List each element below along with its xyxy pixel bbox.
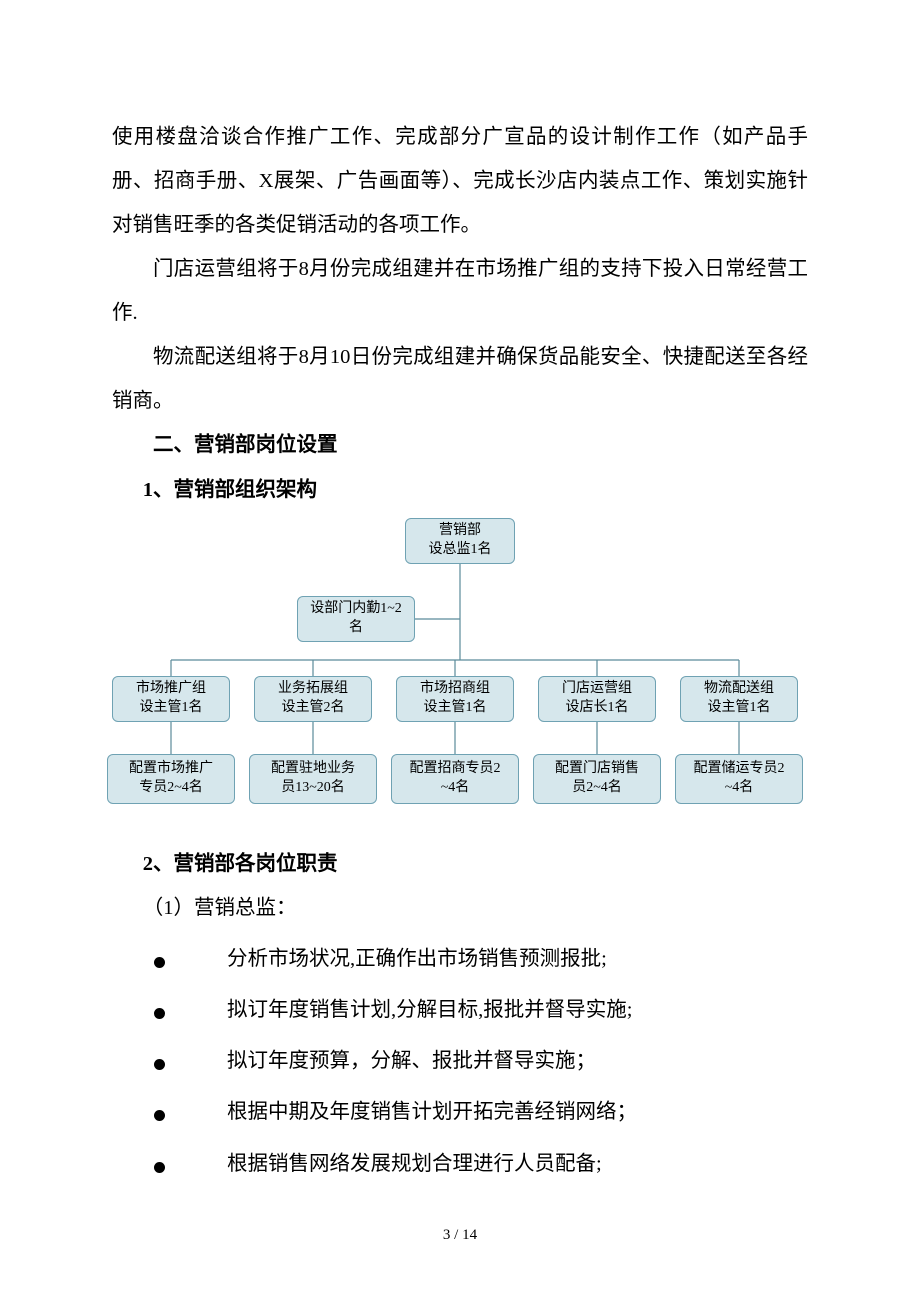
org-node-group-staff: 配置门店销售员2~4名 [533,754,661,804]
bullet-text: 拟订年度预算，分解、报批并督导实施； [227,1036,596,1087]
subsection-2: 2、营销部各岗位职责 [112,842,808,886]
org-chart: 营销部设总监1名设部门内勤1~2名市场推广组设主管1名配置市场推广专员2~4名业… [112,518,808,838]
bullet-text: 根据销售网络发展规划合理进行人员配备; [227,1139,602,1190]
bullet-icon [154,1110,165,1121]
org-node-group-head: 市场推广组设主管1名 [112,676,230,722]
org-node-group-head: 门店运营组设店长1名 [538,676,656,722]
org-node-group-head: 市场招商组设主管1名 [396,676,514,722]
bullet-icon [154,1008,165,1019]
org-node-group-staff: 配置招商专员2~4名 [391,754,519,804]
bullet-item: 拟订年度销售计划,分解目标,报批并督导实施; [112,985,808,1036]
org-node-director: 营销部设总监1名 [405,518,515,564]
bullet-text: 分析市场状况,正确作出市场销售预测报批; [227,934,607,985]
org-node-group-staff: 配置市场推广专员2~4名 [107,754,235,804]
bullet-item: 分析市场状况,正确作出市场销售预测报批; [112,934,808,985]
bullet-text: 根据中期及年度销售计划开拓完善经销网络； [227,1087,637,1138]
bullet-icon [154,1059,165,1070]
bullet-icon [154,957,165,968]
bullet-item: 拟订年度预算，分解、报批并督导实施； [112,1036,808,1087]
org-node-clerk: 设部门内勤1~2名 [297,596,415,642]
org-node-group-head: 物流配送组设主管1名 [680,676,798,722]
page-footer: 3 / 14 [0,1227,920,1244]
org-node-group-head: 业务拓展组设主管2名 [254,676,372,722]
paragraph-3: 物流配送组将于8月10日份完成组建并确保货品能安全、快捷配送至各经销商。 [112,335,808,423]
section-heading: 二、营销部岗位设置 [153,423,808,467]
org-node-group-staff: 配置储运专员2~4名 [675,754,803,804]
subsection-1: 1、营销部组织架构 [112,468,808,512]
bullet-item: 根据中期及年度销售计划开拓完善经销网络； [112,1087,808,1138]
role-title: （1）营销总监： [112,886,808,930]
bullet-icon [154,1162,165,1173]
bullet-text: 拟订年度销售计划,分解目标,报批并督导实施; [227,985,632,1036]
org-node-group-staff: 配置驻地业务员13~20名 [249,754,377,804]
bullet-list: 分析市场状况,正确作出市场销售预测报批;拟订年度销售计划,分解目标,报批并督导实… [112,934,808,1190]
paragraph-2: 门店运营组将于8月份完成组建并在市场推广组的支持下投入日常经营工作. [112,247,808,335]
paragraph-1: 使用楼盘洽谈合作推广工作、完成部分广宣品的设计制作工作（如产品手册、招商手册、X… [112,115,808,247]
bullet-item: 根据销售网络发展规划合理进行人员配备; [112,1139,808,1190]
